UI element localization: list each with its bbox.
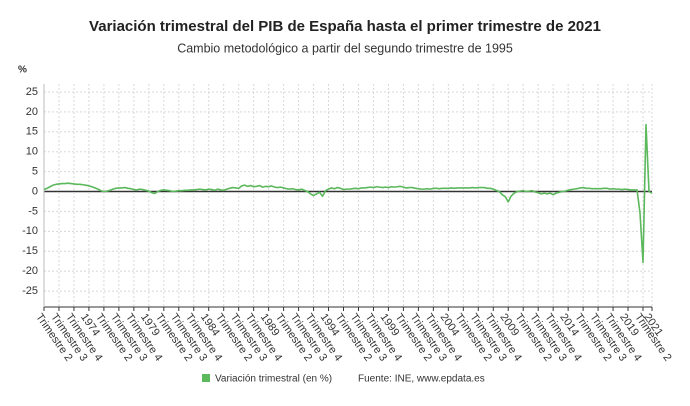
y-tick-label: -15 — [22, 245, 38, 257]
y-axis-label: % — [18, 65, 27, 76]
y-tick-label: -10 — [22, 225, 38, 237]
y-tick-label: 0 — [32, 185, 38, 197]
y-tick-label: 5 — [32, 166, 38, 178]
chart-title: Variación trimestral del PIB de España h… — [89, 18, 601, 35]
legend-label: Variación trimestral (en %) — [215, 374, 332, 385]
y-tick-label: 15 — [26, 126, 38, 138]
y-tick-label: -20 — [22, 265, 38, 277]
y-tick-label: 10 — [26, 146, 38, 158]
legend-swatch — [202, 374, 210, 382]
y-tick-label: -5 — [28, 205, 38, 217]
source: Fuente: INE, www.epdata.es — [358, 374, 485, 385]
y-tick-label: -25 — [22, 285, 38, 297]
y-tick-label: 20 — [26, 106, 38, 118]
data-line — [43, 123, 653, 264]
chart-subtitle: Cambio metodológico a partir del segundo… — [177, 41, 513, 55]
y-tick-label: 25 — [26, 86, 38, 98]
